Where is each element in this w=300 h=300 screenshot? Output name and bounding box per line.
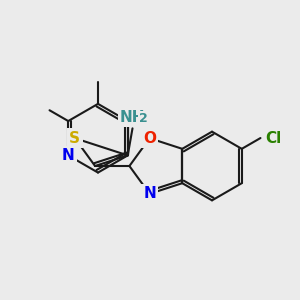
Text: N: N (143, 186, 156, 201)
Text: 2: 2 (139, 112, 148, 125)
Text: N: N (62, 148, 75, 163)
Text: O: O (143, 131, 156, 146)
Text: Cl: Cl (266, 130, 282, 146)
Text: S: S (69, 131, 80, 146)
Text: NH: NH (120, 110, 145, 125)
